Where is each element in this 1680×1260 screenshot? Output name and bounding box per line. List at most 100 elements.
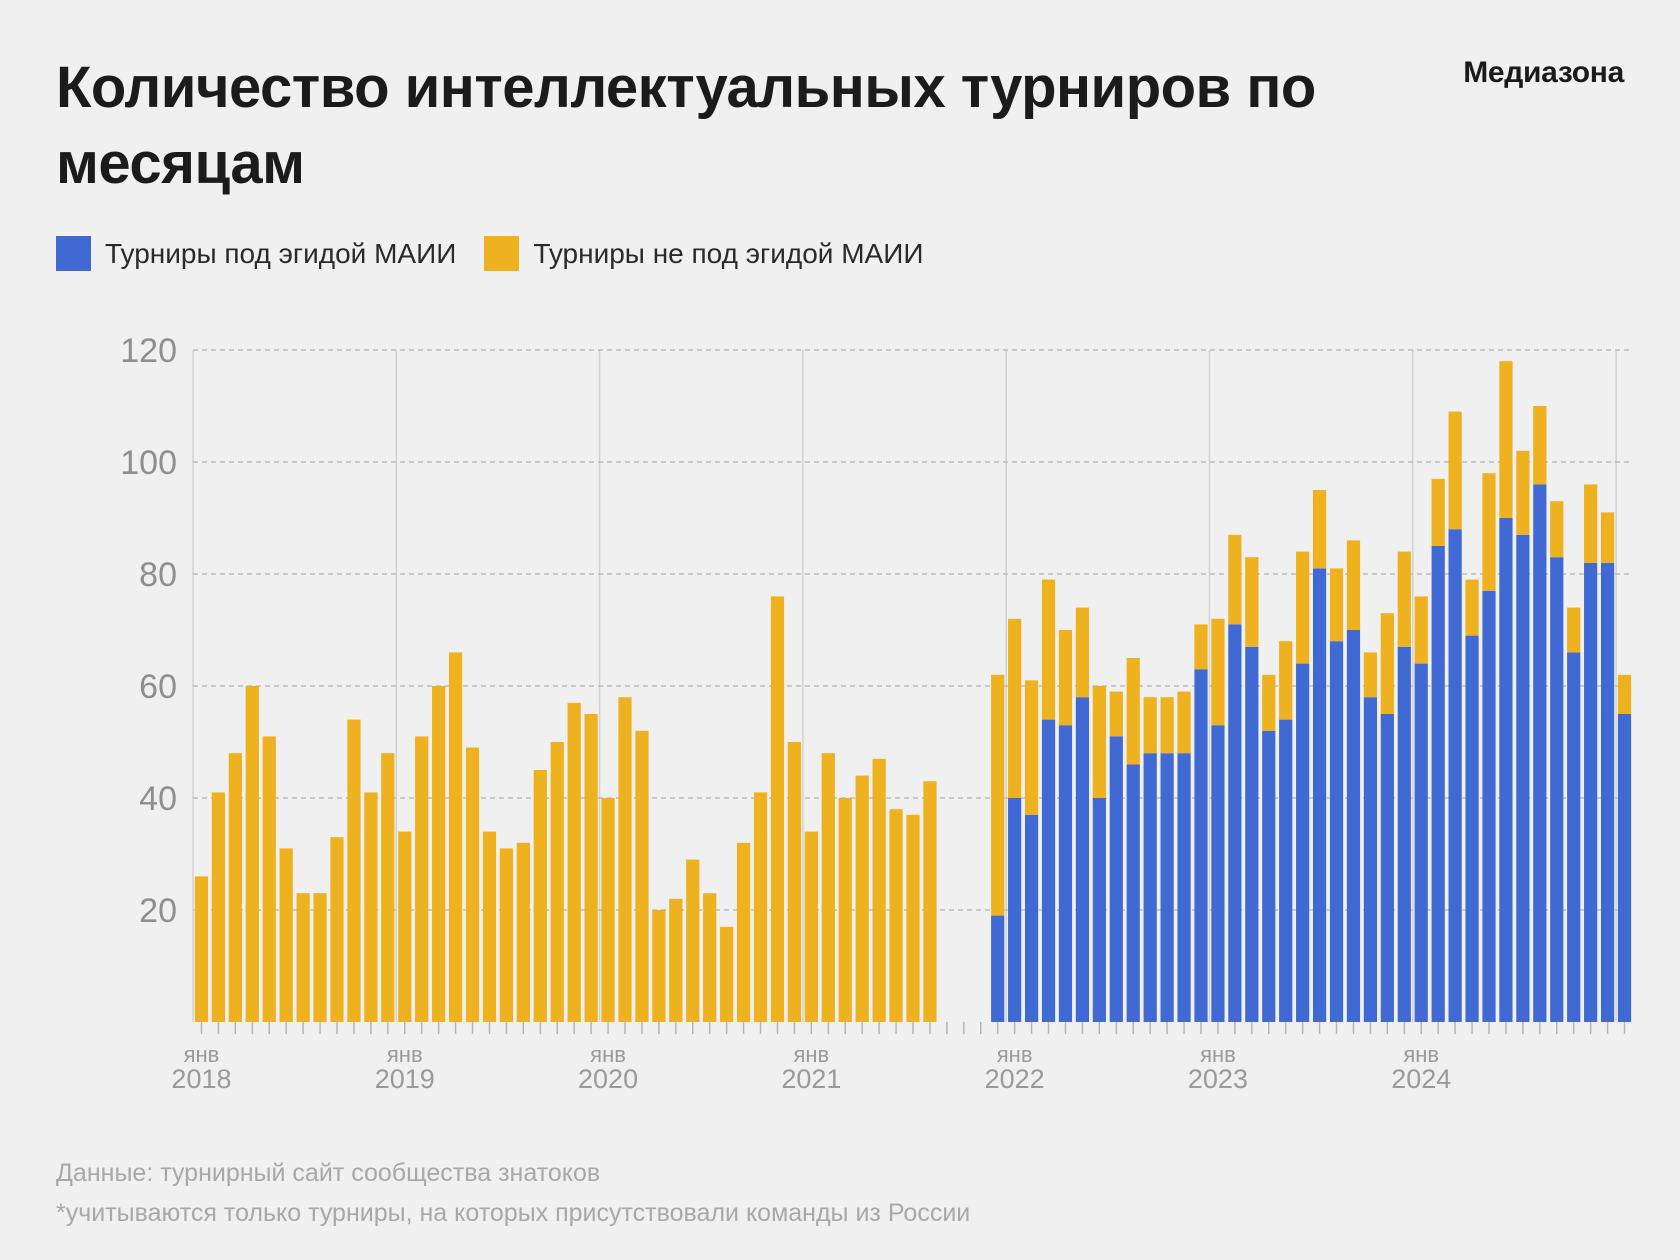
bar-maii xyxy=(1346,630,1361,1022)
bar-non-maii xyxy=(313,893,327,1022)
bar-non-maii xyxy=(855,775,869,1022)
bar-non-maii xyxy=(1584,484,1598,563)
x-month-label: янв xyxy=(997,1042,1033,1067)
bar-maii xyxy=(1414,663,1428,1022)
chart-title: Количество интеллектуальных турниров по … xyxy=(56,55,1316,196)
bar-non-maii xyxy=(804,831,818,1022)
bar-non-maii xyxy=(296,893,310,1022)
bar-non-maii xyxy=(1058,630,1073,726)
bar-maii xyxy=(1397,646,1411,1022)
brand-logo: Медиазона xyxy=(1463,56,1624,89)
bar-maii xyxy=(1194,669,1208,1022)
bar-maii xyxy=(1008,798,1022,1022)
bar-non-maii xyxy=(1312,490,1327,569)
y-tick-label: 40 xyxy=(139,780,177,818)
bar-maii xyxy=(1617,714,1632,1022)
bar-maii xyxy=(1363,697,1378,1022)
bar-non-maii xyxy=(635,730,649,1022)
bar-non-maii xyxy=(652,910,666,1022)
bar-non-maii xyxy=(736,842,751,1022)
bar-non-maii xyxy=(787,742,802,1022)
bar-non-maii xyxy=(1211,618,1225,726)
bar-non-maii xyxy=(465,747,480,1022)
bar-non-maii xyxy=(1262,674,1276,731)
x-year-label: 2019 xyxy=(375,1064,435,1094)
bar-non-maii xyxy=(1346,540,1361,630)
bar-non-maii xyxy=(1126,658,1140,765)
bar-non-maii xyxy=(1533,406,1547,485)
y-tick-label: 120 xyxy=(120,332,177,370)
bar-maii xyxy=(1499,518,1513,1022)
bar-non-maii xyxy=(1617,674,1632,714)
chart-legend: Турниры под эгидой МАИИ Турниры не под э… xyxy=(56,236,951,271)
x-month-label: янв xyxy=(793,1042,829,1067)
bar-non-maii xyxy=(889,809,903,1022)
bar-non-maii xyxy=(923,781,937,1022)
bar-non-maii xyxy=(1499,361,1513,518)
legend-item-non-maii: Турниры не под эгидой МАИИ xyxy=(484,236,923,271)
bar-non-maii xyxy=(567,702,581,1022)
bar-non-maii xyxy=(1041,579,1056,720)
bar-non-maii xyxy=(1194,624,1208,670)
bar-non-maii xyxy=(1329,568,1344,642)
bar-maii xyxy=(1126,764,1140,1022)
bar-non-maii xyxy=(703,893,717,1022)
bar-non-maii xyxy=(1296,551,1310,664)
x-year-label: 2020 xyxy=(578,1064,638,1094)
bar-non-maii xyxy=(1550,501,1564,558)
bar-non-maii xyxy=(448,652,463,1022)
bar-non-maii xyxy=(516,842,530,1022)
x-month-label: янв xyxy=(1403,1042,1439,1067)
bar-non-maii xyxy=(1600,512,1615,563)
bar-non-maii xyxy=(1008,618,1022,798)
legend-label-non-maii: Турниры не под эгидой МАИИ xyxy=(533,237,924,269)
bar-non-maii xyxy=(1397,551,1411,647)
bar-maii xyxy=(1109,736,1123,1022)
bar-maii xyxy=(991,915,1005,1022)
bar-non-maii xyxy=(1363,652,1378,698)
legend-label-maii: Турниры под эгидой МАИИ xyxy=(105,237,457,269)
x-year-label: 2018 xyxy=(171,1064,231,1094)
legend-item-maii: Турниры под эгидой МАИИ xyxy=(56,236,456,271)
bar-non-maii xyxy=(364,792,378,1022)
bar-non-maii xyxy=(1380,613,1394,714)
bar-non-maii xyxy=(872,758,886,1022)
bar-non-maii xyxy=(991,674,1005,916)
bar-maii xyxy=(1075,697,1090,1022)
x-year-label: 2022 xyxy=(985,1064,1045,1094)
y-tick-label: 80 xyxy=(139,556,177,594)
bar-maii xyxy=(1465,635,1479,1022)
bar-maii xyxy=(1431,546,1445,1022)
bar-maii xyxy=(1312,568,1327,1022)
bar-non-maii xyxy=(1024,680,1039,815)
bar-non-maii xyxy=(262,736,276,1022)
bar-non-maii xyxy=(753,792,768,1022)
bar-maii xyxy=(1533,484,1547,1022)
bar-maii xyxy=(1228,624,1242,1022)
bar-non-maii xyxy=(618,697,632,1022)
bar-non-maii xyxy=(1228,534,1242,625)
bar-non-maii xyxy=(1245,557,1259,647)
bar-maii xyxy=(1177,753,1191,1022)
footnote: *учитываются только турниры, на которых … xyxy=(56,1199,971,1227)
bar-maii xyxy=(1024,814,1039,1022)
bar-maii xyxy=(1262,730,1276,1022)
bar-maii xyxy=(1041,719,1056,1022)
bar-non-maii xyxy=(584,714,598,1022)
bar-non-maii xyxy=(279,848,293,1022)
bar-non-maii xyxy=(821,753,835,1022)
bar-non-maii xyxy=(1431,478,1445,546)
bar-non-maii xyxy=(347,719,361,1022)
bar-non-maii xyxy=(1143,697,1157,754)
x-month-label: янв xyxy=(387,1042,423,1067)
bar-non-maii xyxy=(1177,691,1191,754)
bar-non-maii xyxy=(838,798,852,1022)
bar-non-maii xyxy=(1160,697,1174,754)
bar-non-maii xyxy=(1109,691,1123,737)
bar-non-maii xyxy=(669,898,683,1022)
bar-maii xyxy=(1567,652,1581,1022)
x-month-label: янв xyxy=(1200,1042,1236,1067)
bar-maii xyxy=(1160,753,1174,1022)
bar-maii xyxy=(1550,557,1564,1022)
bar-non-maii xyxy=(550,742,564,1022)
